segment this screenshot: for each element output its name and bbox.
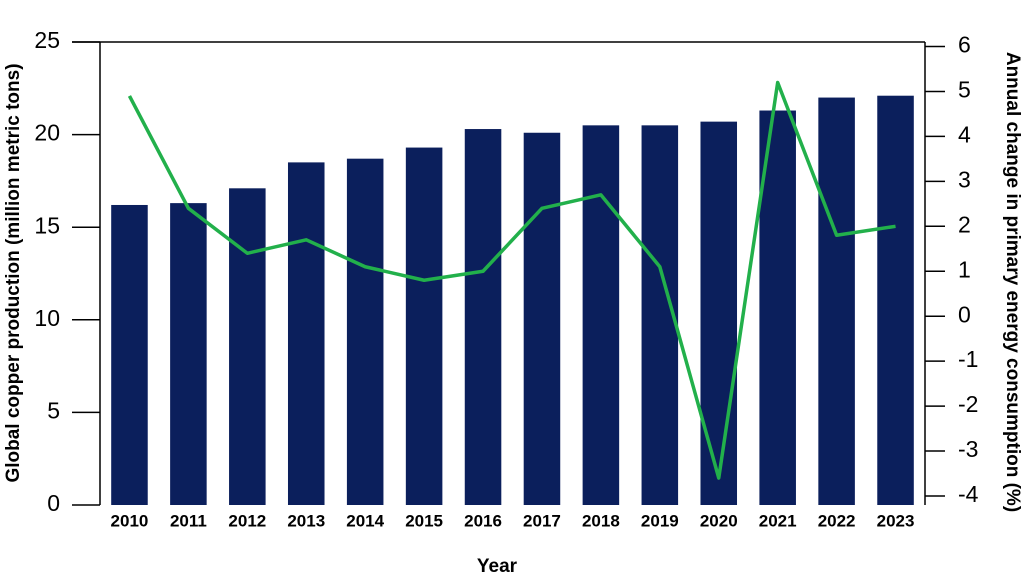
bar — [818, 97, 855, 505]
x-tick-label: 2017 — [523, 511, 561, 530]
x-tick-label: 2015 — [405, 511, 443, 530]
x-tick-label: 2011 — [170, 511, 207, 530]
bar — [759, 110, 796, 506]
bar — [464, 129, 502, 505]
bar — [700, 121, 738, 506]
bar — [405, 147, 443, 505]
y-tick-label: 10 — [34, 305, 60, 331]
bar — [229, 188, 266, 506]
y-tick-label: 0 — [47, 490, 60, 516]
y-tick-label: 20 — [34, 120, 60, 146]
y2-tick-label: 0 — [958, 301, 971, 327]
y-axis-label: Global copper production (million metric… — [3, 63, 24, 482]
y2-tick-label: -2 — [958, 391, 978, 417]
x-tick-label: 2010 — [111, 511, 149, 530]
bar — [111, 204, 148, 505]
x-tick-label: 2012 — [228, 511, 266, 530]
y2-tick-label: 2 — [958, 211, 971, 237]
x-tick-label: 2021 — [759, 511, 797, 530]
bar — [523, 132, 561, 506]
line-series — [127, 80, 896, 480]
y2-tick-label: 1 — [958, 256, 971, 282]
y-tick-label: 5 — [47, 397, 60, 423]
y-tick-label: 15 — [34, 212, 60, 238]
y2-tick-label: -1 — [958, 346, 978, 372]
y2-tick-label: -4 — [958, 481, 979, 507]
bar — [877, 95, 914, 505]
x-tick-label: 2023 — [877, 511, 915, 530]
bar — [346, 158, 384, 505]
y2-tick-label: 5 — [958, 77, 971, 103]
y2-tick-label: 4 — [958, 121, 971, 147]
bar — [170, 203, 207, 505]
y-tick-label: 25 — [34, 27, 60, 53]
x-tick-label: 2019 — [641, 511, 679, 530]
x-tick-label: 2018 — [582, 511, 620, 530]
x-tick-label: 2014 — [346, 511, 384, 530]
bar — [287, 162, 325, 505]
x-tick-label: 2022 — [818, 511, 856, 530]
x-tick-label: 2020 — [700, 511, 738, 530]
y2-tick-label: 3 — [958, 166, 971, 192]
x-axis-label: Year — [477, 556, 518, 576]
y2-tick-label: -3 — [958, 436, 978, 462]
y2-axis-label: Annual change in primary energy consumpt… — [1002, 52, 1023, 512]
x-tick-label: 2016 — [464, 511, 502, 530]
x-tick-label: 2013 — [287, 511, 325, 530]
y2-tick-label: 6 — [958, 32, 971, 58]
bar — [582, 125, 620, 505]
